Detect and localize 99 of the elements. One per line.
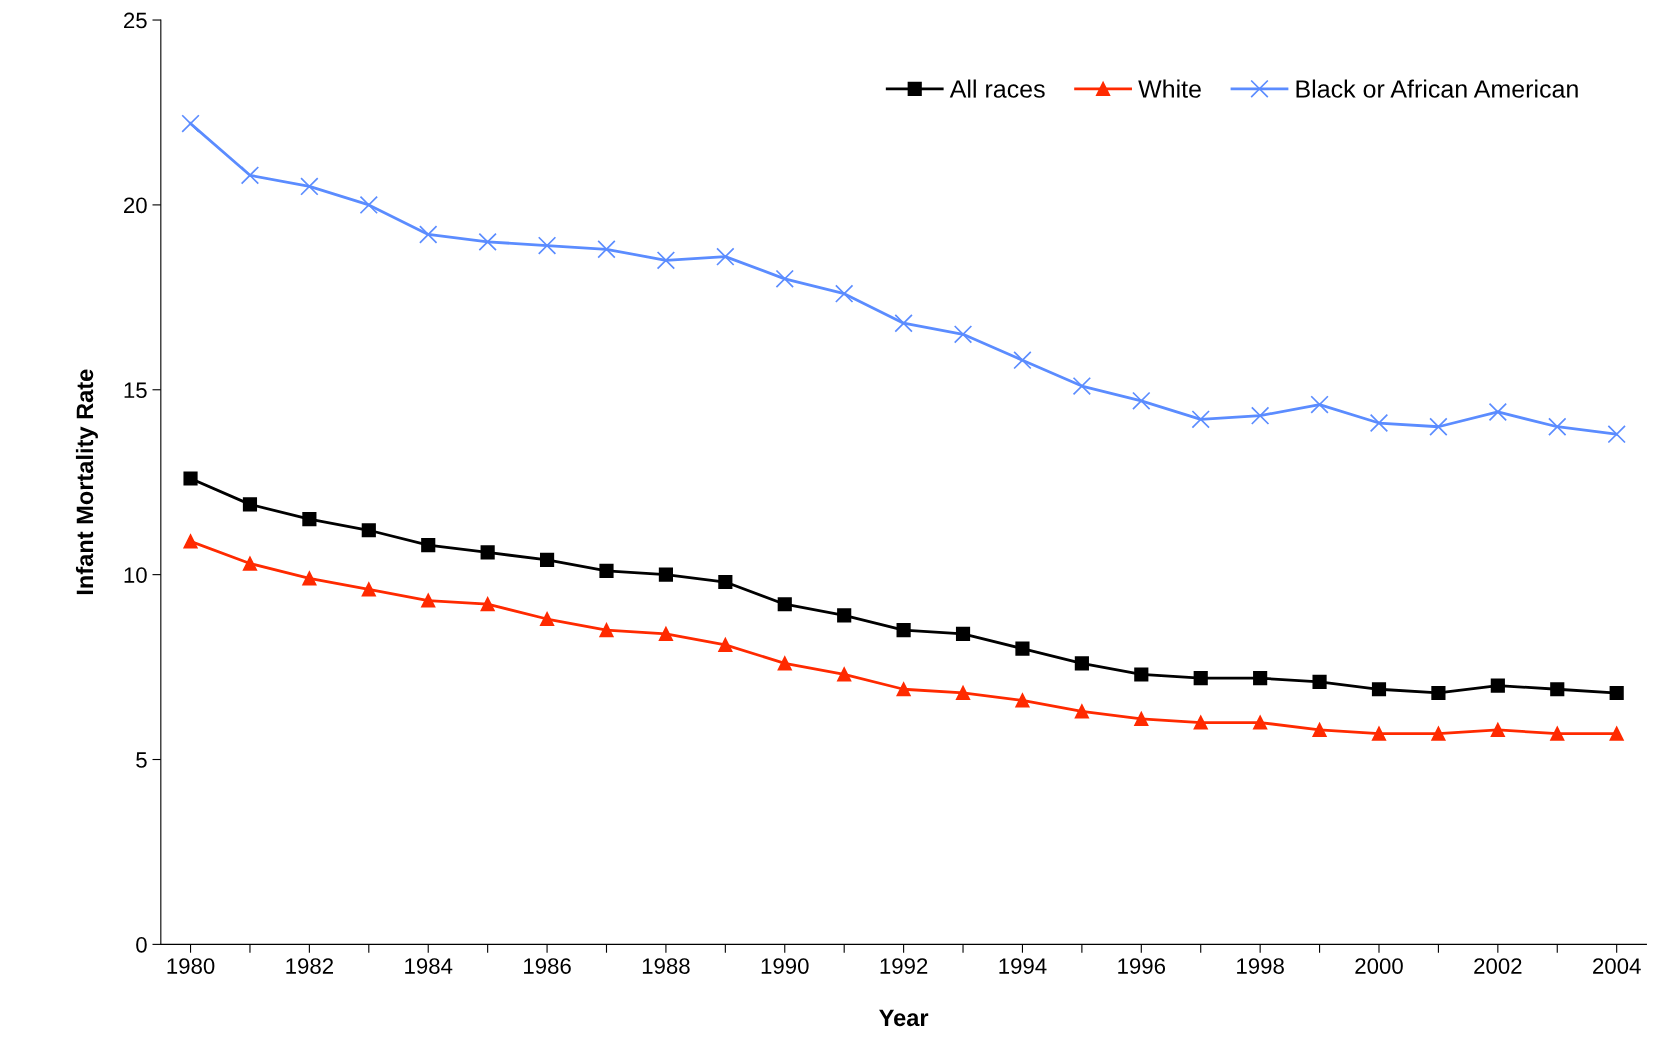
point [1015,693,1030,708]
point [658,626,674,641]
legend-label: White [1138,79,1201,98]
point [1132,391,1151,411]
point [419,225,438,244]
point [597,240,616,259]
y-tick-label: 20 [124,197,147,214]
point [1550,682,1565,697]
point [955,685,971,701]
point [718,637,733,652]
point [1488,402,1508,422]
point [539,552,555,567]
point [1550,726,1565,741]
x-tick-label: 2004 [1593,958,1641,974]
point [183,534,198,549]
point [599,563,614,579]
point [1013,351,1032,370]
point [537,236,557,255]
point [837,608,852,623]
point [1015,641,1030,656]
x-tick-label: 1994 [999,958,1047,974]
point [1369,413,1389,433]
point [775,269,794,289]
point [1490,678,1505,693]
point [240,166,260,185]
point [1074,656,1089,671]
point [480,545,495,560]
point [1193,715,1208,730]
point [1312,674,1327,689]
y-tick-label: 0 [136,936,147,953]
point [777,656,792,671]
y-tick-label: 15 [124,382,147,399]
point [421,537,436,553]
point [716,247,735,266]
y-axis-title: Infant Mortality Rate [75,369,98,595]
point [1431,685,1446,701]
point [837,667,852,682]
point [1134,667,1149,682]
point [1431,726,1446,741]
point [480,597,495,612]
point [658,567,674,582]
x-axis-title: Year [879,1009,929,1027]
point [1371,682,1387,697]
point [1072,376,1092,396]
point [1310,395,1329,414]
x-tick-label: 1980 [167,958,215,974]
point [1607,424,1626,444]
point [300,177,319,196]
point [1134,711,1149,726]
point [1609,726,1624,741]
point [1429,417,1448,436]
point [1074,704,1089,719]
point [835,284,854,303]
point [181,114,200,133]
point [359,195,378,215]
point [1312,722,1327,738]
point [894,314,913,333]
legend-label: Black or African American [1296,79,1578,98]
point [896,623,911,638]
point [953,325,973,344]
point [1250,406,1270,425]
point [1490,722,1505,738]
point [302,512,317,527]
x-tick-label: 1998 [1237,958,1284,974]
point [599,623,614,638]
point [718,574,733,590]
point [361,582,376,597]
point [421,593,436,608]
point [183,471,198,486]
x-tick-label: 2000 [1355,958,1403,974]
point [955,626,971,641]
x-tick-label: 1982 [286,958,333,974]
point [896,682,911,697]
point [1253,715,1268,730]
point [361,523,376,538]
x-tick-label: 1986 [524,958,571,974]
point [242,556,258,571]
x-tick-label: 1990 [761,958,809,974]
point [1609,685,1624,701]
y-tick-label: 10 [124,567,147,583]
legend-label: All races [949,79,1045,98]
point [656,251,676,270]
x-tick-label: 1996 [1118,958,1166,974]
point [302,571,317,586]
y-tick-label: 25 [124,12,147,29]
point [478,232,497,252]
point [539,611,555,627]
point [1191,410,1210,429]
point [242,497,258,512]
point [777,597,792,612]
point [1548,417,1567,436]
y-tick-label: 5 [136,752,147,768]
point [1193,671,1208,686]
x-tick-label: 2002 [1474,958,1522,974]
x-tick-label: 1992 [880,958,928,974]
point [1253,671,1268,686]
x-tick-label: 1988 [642,958,690,974]
x-tick-label: 1984 [405,958,453,974]
point [1371,726,1387,741]
